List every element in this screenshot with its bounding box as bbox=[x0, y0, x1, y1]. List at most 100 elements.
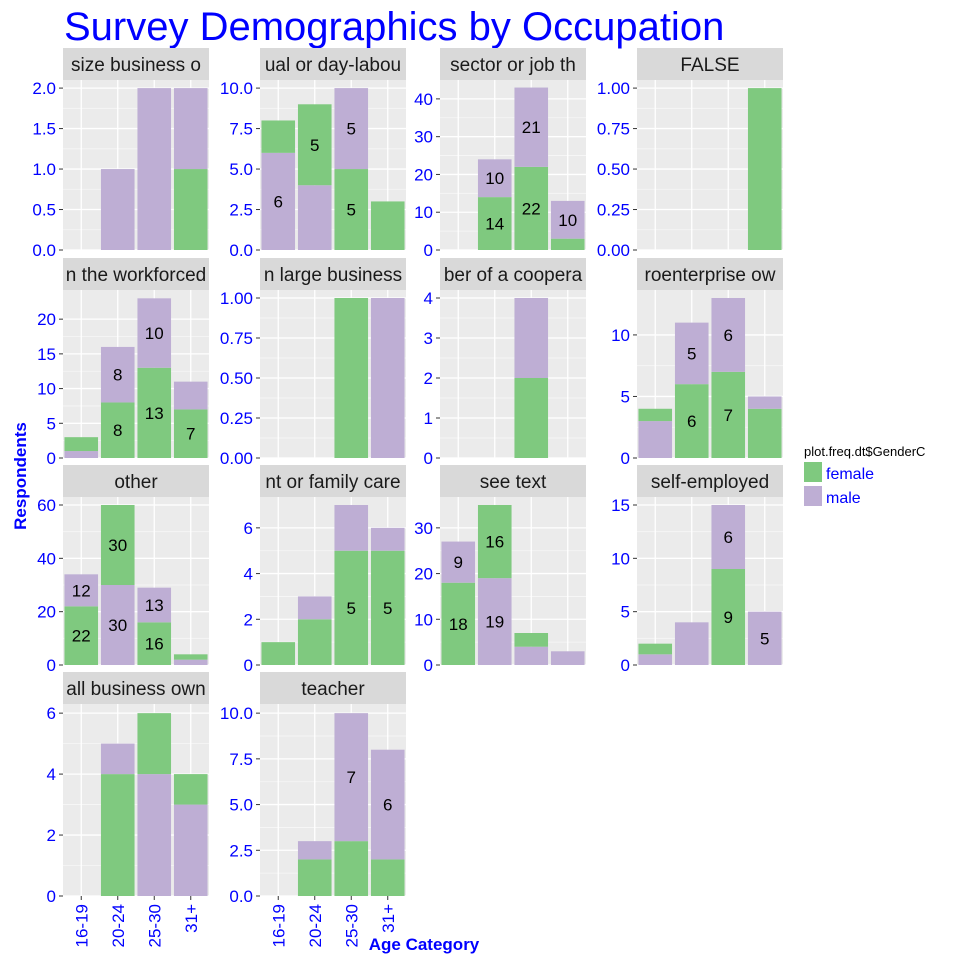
facet-strip-label: n large business bbox=[264, 265, 402, 286]
facet-strip-background bbox=[63, 672, 209, 704]
bar-segment-31-female bbox=[173, 654, 208, 660]
facet-strip-background bbox=[260, 465, 406, 497]
y-tick-label: 15 bbox=[37, 345, 56, 364]
y-tick-label: 10 bbox=[611, 549, 630, 568]
y-tick-label: 1.00 bbox=[597, 79, 630, 98]
facet-strip-background bbox=[63, 48, 209, 80]
y-tick-label: 10.0 bbox=[220, 704, 253, 723]
bar-segment-25-30-male bbox=[137, 298, 172, 368]
bar-segment-25-30-male bbox=[137, 587, 172, 623]
bar-segment-25-30-male bbox=[334, 88, 369, 170]
facet-panel-11: see text 0 10 20 30 18 9 19 16 bbox=[414, 465, 586, 675]
facet-strip-label: all business own bbox=[66, 679, 205, 700]
bar-data-label: 6 bbox=[274, 192, 283, 211]
y-tick-label: 10 bbox=[611, 326, 630, 345]
bar-data-label: 7 bbox=[724, 406, 733, 425]
bar-segment-25-30-female bbox=[137, 367, 172, 458]
facet-strip-label: nt or family care bbox=[265, 472, 400, 493]
bar-segment-31-female bbox=[173, 169, 208, 250]
bar-segment-25-30-female bbox=[711, 569, 746, 665]
facet-panel-9: other 0 20 40 60 22 12 30 30 16 13 bbox=[37, 465, 209, 675]
bar-segment-25-30-female bbox=[711, 371, 746, 458]
facet-panel-8: roenterprise ow 0 5 10 6 5 7 6 bbox=[611, 258, 783, 468]
bar-segment-25-30-female bbox=[137, 713, 172, 775]
y-tick-label: 0.0 bbox=[32, 241, 56, 260]
bar-data-label: 19 bbox=[485, 613, 504, 632]
facet-strip-background bbox=[637, 465, 783, 497]
bar-segment-25-30-female bbox=[514, 633, 549, 647]
bar-data-label: 5 bbox=[347, 599, 356, 618]
bar-segment-25-30-male bbox=[137, 774, 172, 896]
bar-segment-20-24-female bbox=[297, 859, 332, 896]
y-tick-label: 0 bbox=[47, 887, 56, 906]
bar-segment-20-24-male bbox=[100, 743, 135, 775]
bar-data-label: 22 bbox=[522, 199, 541, 218]
y-tick-label: 20 bbox=[414, 165, 433, 184]
facet-strip-background bbox=[637, 48, 783, 80]
facet-strip-label: see text bbox=[480, 472, 547, 493]
facet-strip-background bbox=[440, 465, 586, 497]
bar-data-label: 18 bbox=[449, 615, 468, 634]
bar-segment-25-30-female bbox=[514, 378, 549, 458]
bar-segment-16-19-female bbox=[261, 120, 296, 153]
facet-strip-background bbox=[440, 258, 586, 290]
y-tick-label: 0.0 bbox=[229, 887, 253, 906]
y-tick-label: 1.0 bbox=[32, 160, 56, 179]
y-tick-label: 5 bbox=[621, 603, 630, 622]
bar-segment-20-24-female bbox=[477, 197, 512, 250]
y-tick-label: 0.50 bbox=[597, 160, 630, 179]
facet-strip-background bbox=[63, 465, 209, 497]
bar-segment-31-female bbox=[173, 409, 208, 458]
bar-data-label: 16 bbox=[485, 533, 504, 552]
facet-panel-14: teacher 0.0 2.5 5.0 7.5 10.0 7 6 bbox=[220, 672, 406, 906]
facet-strip-label: other bbox=[114, 472, 158, 493]
bar-segment-20-24-female bbox=[297, 619, 332, 665]
facet-strip-label: FALSE bbox=[680, 55, 739, 76]
facet-panel-3: sector or job th 0 10 20 30 40 14 10 22 21 10 bbox=[414, 48, 586, 260]
facet-strip-label: n the workforced bbox=[66, 265, 206, 286]
bar-segment-25-30-female bbox=[334, 550, 369, 665]
bar-segment-20-24-male bbox=[297, 185, 332, 250]
legend-swatch-female bbox=[804, 462, 822, 482]
y-tick-label: 7.5 bbox=[229, 750, 253, 769]
bar-segment-16-19-male bbox=[64, 451, 99, 458]
facet-strip-background bbox=[260, 258, 406, 290]
facet-panel-7: ber of a coopera 0 1 2 3 4 bbox=[424, 258, 586, 468]
bar-segment-16-19-female bbox=[638, 643, 673, 655]
bar-data-label: 9 bbox=[724, 608, 733, 627]
bar-data-label: 6 bbox=[687, 412, 696, 431]
bar-data-label: 6 bbox=[383, 796, 392, 815]
bar-data-label: 22 bbox=[72, 627, 91, 646]
bar-segment-25-30-female bbox=[514, 166, 549, 250]
y-tick-label: 5 bbox=[621, 387, 630, 406]
bar-segment-25-30-male bbox=[711, 298, 746, 372]
y-tick-label: 40 bbox=[37, 549, 56, 568]
y-axis-title: Respondents bbox=[11, 422, 30, 530]
facet-strip-label: teacher bbox=[301, 679, 365, 700]
y-tick-label: 20 bbox=[414, 565, 433, 584]
bar-segment-20-24-female bbox=[477, 505, 512, 579]
x-tick-label: 16-19 bbox=[72, 904, 91, 947]
y-tick-label: 0.00 bbox=[220, 449, 253, 468]
bar-segment-31-male bbox=[173, 88, 208, 170]
x-tick-label: 20-24 bbox=[109, 904, 128, 947]
bar-segment-25-30-male bbox=[514, 87, 549, 167]
bar-segment-25-30-male bbox=[334, 505, 369, 551]
bar-segment-16-19-female bbox=[441, 582, 476, 665]
y-tick-label: 2.0 bbox=[32, 79, 56, 98]
y-tick-label: 2 bbox=[424, 369, 433, 388]
facet-strip-label: sector or job th bbox=[450, 55, 576, 76]
bar-segment-20-24-male bbox=[477, 159, 512, 198]
y-tick-label: 3 bbox=[424, 329, 433, 348]
x-axis-title: Age Category bbox=[369, 935, 480, 954]
bar-data-label: 10 bbox=[558, 211, 577, 230]
y-tick-label: 1.00 bbox=[220, 289, 253, 308]
facet-strip-background bbox=[440, 48, 586, 80]
y-tick-label: 0.50 bbox=[220, 369, 253, 388]
bar-data-label: 5 bbox=[347, 201, 356, 220]
bar-data-label: 12 bbox=[72, 581, 91, 600]
bar-segment-20-24-female bbox=[100, 505, 135, 585]
bar-data-label: 30 bbox=[108, 536, 127, 555]
y-tick-label: 6 bbox=[244, 519, 253, 538]
